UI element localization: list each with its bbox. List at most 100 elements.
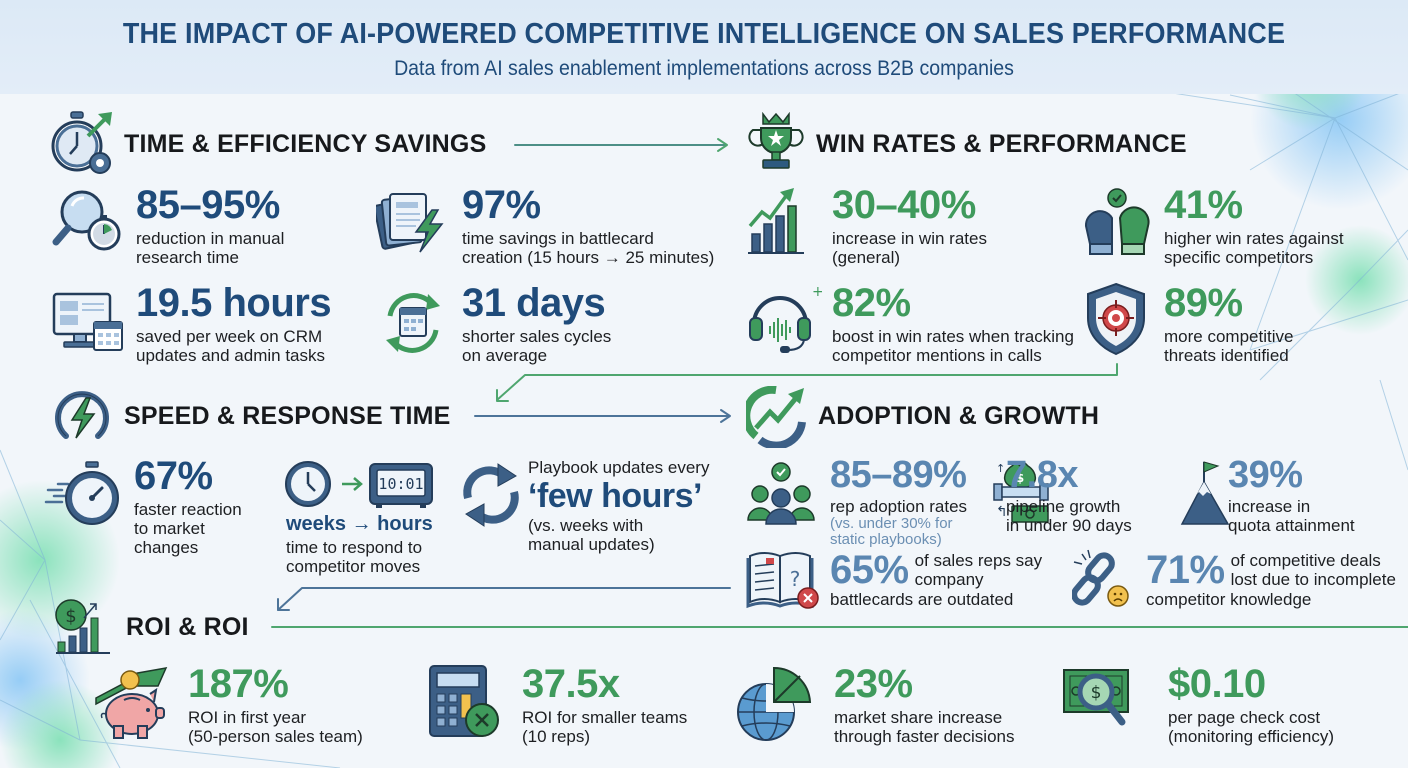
stopwatch-gear-icon [50,108,116,178]
stat-desc: through faster decisions [834,727,1015,746]
stat-roi-first-year: 187% ROI in first year (50-person sales … [188,664,363,746]
svg-text:$: $ [65,606,76,627]
stat-value: 23% [834,662,913,706]
section-title-win: WIN RATES & PERFORMANCE [816,130,1187,158]
money-magnifier-icon: $ [1060,666,1154,742]
stat-roi-small-teams: 37.5x ROI for smaller teams (10 reps) [522,664,687,746]
stat-pre-text: Playbook updates every [528,458,710,477]
headset-icon: + [746,284,822,356]
money-pipeline-icon: $ ↑ ↓ ↰ [992,458,1050,526]
stat-crm-hours: 19.5 hours saved per week on CRM updates… [136,281,332,365]
section-title-roi: ROI & ROI [126,613,249,641]
stat-desc: quota attainment [1228,516,1355,535]
stat-desc: ROI for smaller teams [522,708,688,727]
stat-desc: increase in win rates [832,229,987,248]
stat-desc: time to respond to [286,538,423,557]
stat-value: 30–40% [832,183,976,227]
stat-market-share: 23% market share increase through faster… [834,664,1015,746]
stat-desc: battlecards are outdated [830,590,1014,609]
growth-arrow-cycle-icon [746,386,808,448]
team-check-icon [746,460,816,526]
stat-sales-cycles: 31 days shorter sales cycles on average [462,283,611,365]
svg-text:+: + [812,284,822,300]
svg-text:↰: ↰ [996,504,1008,520]
stat-desc: faster reaction [134,500,242,519]
stat-value: 82% [832,281,911,325]
svg-text:↓: ↓ [1038,462,1047,475]
page-subtitle: Data from AI sales enablement implementa… [394,57,1014,80]
svg-text:↑: ↑ [996,462,1005,475]
stat-value: 97% [462,183,541,227]
stat-desc: research time [136,248,239,267]
outdated-book-icon: ? [746,548,822,610]
stat-win-rate-general: 30–40% increase in win rates (general) [832,185,987,267]
clock-to-digital-icon: 10:01 [284,458,436,512]
mountain-flag-icon [1180,458,1230,526]
shield-target-icon [1084,282,1148,356]
stat-value: 71% [1146,548,1225,592]
monitor-calendar-icon [52,292,126,354]
stat-value: 39% [1228,454,1303,496]
broken-link-icon [1072,548,1142,610]
stat-value: 7.8x [1006,454,1078,496]
stat-desc: competitor mentions in calls [832,346,1042,365]
stat-desc: to market [134,519,205,538]
stat-desc: (monitoring efficiency) [1168,727,1334,746]
stat-pipeline-growth: 7.8x pipeline growth in under 90 days [1006,456,1132,535]
stat-desc: saved per week on CRM [136,327,323,346]
stat-desc: competitor knowledge [1146,590,1312,609]
stat-call-tracking: 82% boost in win rates when tracking com… [832,283,1074,365]
section-title-time: TIME & EFFICIENCY SAVINGS [124,130,487,158]
stat-desc: company [914,570,984,589]
stat-value: $0.10 [1168,662,1266,706]
stat-desc: in under 90 days [1006,516,1132,535]
stat-rep-adoption: 85–89% rep adoption rates (vs. under 30%… [830,456,967,548]
stat-note: static playbooks) [830,531,942,548]
trophy-icon [747,112,805,174]
stat-value: weeks → hours [286,513,433,535]
stat-value: 19.5 hours [136,281,332,325]
stat-desc: rep adoption rates [830,497,968,516]
stat-desc: on average [462,346,548,365]
stat-desc: shorter sales cycles [462,327,612,346]
stat-desc: of sales reps say [914,551,1043,570]
documents-lightning-icon [376,192,450,254]
stat-value: 67% [134,454,213,498]
stat-value: 187% [188,662,289,706]
svg-text:$: $ [1016,471,1024,485]
stat-deals-lost: 71% of competitive deals lost due to inc… [1146,550,1396,609]
speedometer-lightning-icon [52,386,112,446]
digital-clock-time: 10:01 [378,475,423,493]
stat-battlecard-time: 97% time savings in battlecard creation … [462,185,714,267]
stat-desc: (general) [832,248,901,267]
stat-outdated-battlecards: 65% of sales reps say company battlecard… [830,550,1042,609]
stat-desc: reduction in manual [136,229,285,248]
header-banner: THE IMPACT OF AI-POWERED COMPETITIVE INT… [0,0,1408,94]
stat-playbook-updates: Playbook updates every ‘few hours’ (vs. … [528,458,709,554]
svg-text:$: $ [1091,683,1102,703]
fast-stopwatch-icon [44,460,124,530]
stat-value: 85–89% [830,454,967,496]
stat-desc: updates and admin tasks [136,346,326,365]
dollar-chart-icon: $ [54,598,112,656]
section-title-adoption: ADOPTION & GROWTH [818,402,1100,430]
stat-desc: of competitive deals [1230,551,1381,570]
stat-value: 41% [1164,183,1243,227]
stat-page-check-cost: $0.10 per page check cost (monitoring ef… [1168,664,1334,746]
bar-chart-up-icon [746,186,806,256]
page-title: THE IMPACT OF AI-POWERED COMPETITIVE INT… [122,18,1286,50]
stat-threats-identified: 89% more competitive threats identified [1164,283,1293,365]
stat-value: 85–95% [136,183,280,227]
stat-desc: manual updates) [528,535,655,554]
stat-desc: pipeline growth [1006,497,1121,516]
boxing-gloves-icon [1080,186,1154,258]
stat-desc: (50-person sales team) [188,727,363,746]
svg-text:?: ? [790,567,801,591]
stat-note: (vs. under 30% for [830,515,953,532]
stat-research-time: 85–95% reduction in manual research time [136,185,284,267]
stat-desc: competitor moves [286,557,421,576]
stat-desc: boost in win rates when tracking [832,327,1074,346]
stat-desc: market share increase [834,708,1003,727]
calculator-icon [428,664,508,742]
